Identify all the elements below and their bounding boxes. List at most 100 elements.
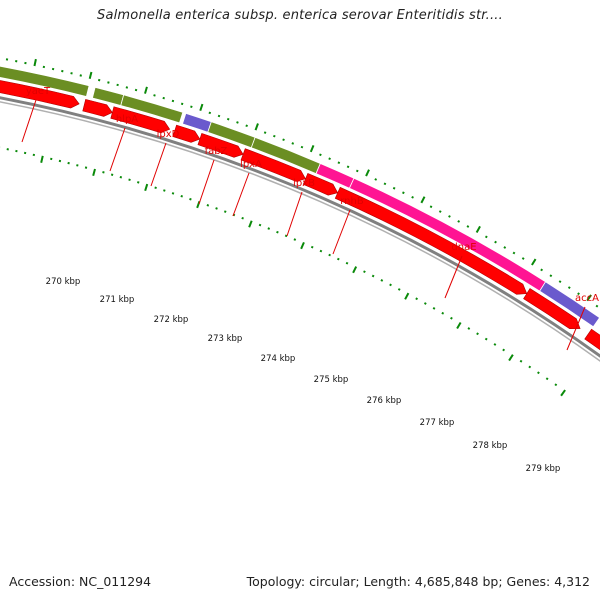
inner-scale-tick — [545, 377, 549, 381]
cds-arrow-hlpA — [82, 98, 113, 117]
outer-scale-tick — [319, 153, 322, 157]
outer-scale-tick — [577, 292, 580, 296]
inner-scale-tick — [136, 181, 140, 184]
inner-scale-tick — [337, 257, 340, 261]
outer-scale-tick — [420, 196, 426, 204]
outer-scale-tick — [171, 99, 175, 103]
outer-scale-tick — [365, 169, 370, 177]
inner-scale-tick — [258, 223, 262, 227]
inner-scale-tick — [389, 283, 392, 287]
gene-label-accA: accA — [575, 293, 599, 304]
outer-scale-tick — [484, 235, 488, 239]
outer-scale-tick — [107, 81, 110, 84]
outer-scale-tick — [282, 138, 285, 142]
inner-scale-tick — [128, 178, 131, 181]
outer-scale-tick — [162, 96, 165, 100]
gene-label-hlpA: hlpA — [116, 114, 138, 125]
inner-scale-tick — [171, 192, 175, 195]
outer-scale-tick — [263, 131, 267, 134]
gene-label-lpxA: lpxA — [240, 159, 262, 170]
inner-scale-tick — [467, 327, 471, 330]
gene-band-dnaE — [348, 177, 547, 292]
backbone-line — [0, 96, 600, 358]
inner-scale-tick — [328, 253, 331, 257]
kbp-label: 271 kbp — [100, 295, 135, 305]
outer-scale-tick — [531, 258, 537, 266]
inner-scale-tick — [300, 242, 305, 250]
inner-scale-tick — [293, 238, 297, 241]
inner-scale-tick — [215, 207, 218, 210]
inner-scale-tick — [371, 274, 375, 278]
inner-scale-tick — [40, 155, 44, 163]
backbone-line-inner — [0, 101, 600, 362]
inner-scale-tick — [189, 197, 192, 201]
outer-scale-tick — [88, 71, 93, 79]
inner-scale-tick — [248, 220, 253, 228]
inner-scale-tick — [92, 168, 96, 176]
gene-label-rnhB: rnhB — [340, 196, 364, 207]
inner-scale-tick — [206, 204, 210, 207]
outer-scale-tick — [438, 210, 442, 213]
outer-scale-tick — [309, 144, 315, 153]
inner-scale-tick — [363, 270, 366, 274]
inner-scale-tick — [456, 321, 462, 330]
inner-scale-tick — [450, 316, 453, 320]
inner-scale-tick — [119, 175, 123, 179]
outer-scale-tick — [586, 294, 592, 302]
outer-scale-tick — [411, 195, 414, 199]
outer-scale-tick — [374, 178, 378, 181]
gene-label-yaeT-leader — [21, 99, 37, 143]
kbp-label: 273 kbp — [208, 334, 243, 344]
gene-label-fabZ-leader — [198, 159, 215, 205]
inner-scale-tick — [154, 186, 157, 189]
inner-scale-tick — [415, 297, 418, 301]
inner-scale-tick — [163, 189, 166, 192]
inner-scale-tick — [432, 306, 436, 310]
outer-scale-tick — [521, 257, 525, 260]
inner-scale-tick — [404, 292, 410, 300]
outer-scale-tick — [125, 86, 129, 89]
outer-scale-tick — [558, 280, 562, 283]
inner-scale-tick — [397, 288, 401, 291]
gene-label-hlpA-leader — [109, 127, 126, 172]
inner-scale-tick — [502, 348, 506, 352]
outer-scale-tick — [153, 94, 156, 97]
cds-arrow-lpxD — [110, 106, 171, 134]
gene-band-yaeT — [0, 65, 90, 97]
outer-scale-tick — [291, 142, 295, 145]
inner-scale-tick — [484, 337, 488, 341]
outer-scale-tick — [328, 157, 331, 161]
gene-band-accA — [539, 281, 600, 328]
gene-label-rnhB-leader — [332, 209, 351, 255]
outer-scale-tick — [503, 246, 507, 249]
inner-scale-tick — [102, 171, 105, 174]
inner-scale-tick — [223, 210, 227, 213]
inner-scale-tick — [519, 359, 523, 363]
outer-scale-tick — [199, 103, 204, 112]
outer-scale-tick — [245, 124, 248, 128]
kbp-label: 277 kbp — [420, 418, 455, 428]
outer-scale-tick — [512, 251, 516, 255]
outer-scale-tick — [273, 134, 276, 138]
inner-scale-tick — [493, 343, 497, 346]
outer-scale-tick — [300, 145, 304, 149]
gene-band-lpxD — [120, 94, 184, 124]
inner-scale-tick — [144, 183, 149, 192]
gene-label-lpxD-leader — [150, 142, 167, 187]
outer-scale-tick — [355, 169, 359, 173]
kbp-label: 270 kbp — [46, 277, 81, 287]
summary-label: Topology: circular; Length: 4,685,848 bp… — [246, 574, 590, 589]
outer-scale-tick — [180, 102, 184, 106]
inner-scale-tick — [84, 166, 88, 169]
inner-scale-tick — [476, 332, 479, 336]
outer-scale-tick — [217, 114, 221, 118]
cds-arrow-fabZ — [172, 124, 201, 143]
inner-scale-tick — [352, 266, 358, 274]
inner-scale-tick — [554, 383, 558, 387]
outer-scale-tick — [457, 220, 461, 223]
outer-scale-tick — [33, 58, 37, 67]
inner-scale-tick — [319, 249, 323, 253]
cds-arrow-lpxA — [197, 132, 244, 158]
inner-scale-tick — [241, 216, 244, 220]
